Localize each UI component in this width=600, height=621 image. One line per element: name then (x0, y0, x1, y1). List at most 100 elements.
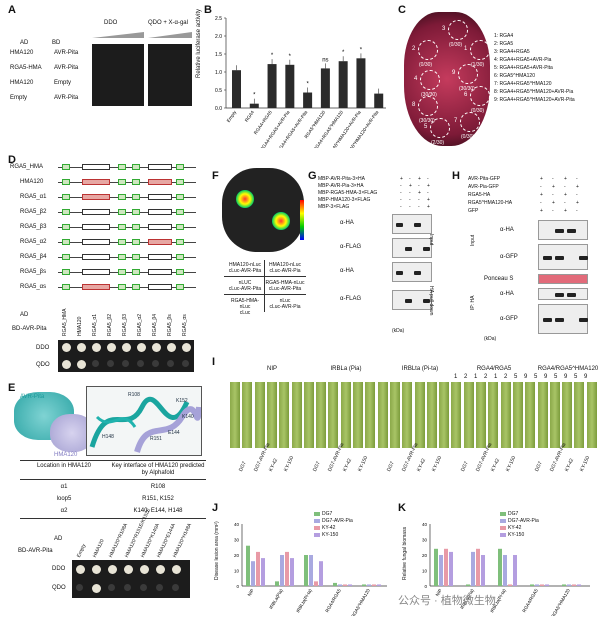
j-bar (314, 581, 318, 586)
b-sig: * (289, 54, 292, 60)
i-leaf-blade (414, 382, 425, 448)
b-tick-label: 2.5 (215, 16, 222, 22)
i-leaf-blade (316, 382, 327, 448)
i-leaf-blade (488, 382, 499, 448)
h-ip: IP: HA (470, 295, 476, 310)
c-infiltration-spot (448, 20, 468, 40)
d-domain-box (148, 269, 172, 275)
chart-b-luciferase: 0.0 0.5 1.0 1.5 2.0 2.5 Empty * RGA4 * RGA4+RGA5 * R… (215, 16, 386, 148)
d-domain-box (82, 209, 110, 215)
i-leaf-blade (439, 382, 450, 448)
d-qdo-colony (182, 360, 189, 367)
c-infiltration-spot (418, 40, 438, 60)
i-leaf-blade (476, 382, 486, 448)
i-leaf-blade (266, 382, 277, 448)
b-sig: ns (322, 57, 328, 63)
c-spot-number: 1 (464, 46, 468, 52)
k-legend-swatch (500, 525, 506, 530)
j-bar (319, 561, 323, 586)
d-domain-box (62, 209, 70, 215)
j-bar (348, 584, 352, 586)
g-band (396, 271, 403, 275)
g-sign: - (400, 190, 402, 196)
f-q1: HMA120-nLuc cLuc-AVR-Pita (228, 262, 262, 274)
g-row-label: MBP-RGA5-HMA-3×FLAG (318, 190, 378, 196)
h-band (567, 293, 576, 297)
d-domain-box (132, 269, 140, 275)
j-legend-item: DG7-AVR-Pia (314, 517, 353, 524)
d-domain-box (132, 254, 140, 260)
b-sig: * (342, 50, 345, 56)
e-col-label: Empty (76, 543, 88, 559)
i-leaf-blade (291, 382, 302, 448)
j-legend-swatch (314, 525, 320, 530)
i-leaf-number: 5 (514, 374, 518, 380)
c-legend-item: 3: RGA4+RGA5 (494, 49, 530, 55)
e-tbl-location: loop5 (56, 496, 72, 502)
d-domain-box (176, 164, 184, 170)
g-blot-label: α-FLAG (340, 296, 362, 302)
d-domain-box (118, 284, 126, 290)
d-construct-line (58, 287, 196, 288)
g-blot-label: α-HA (340, 220, 354, 226)
b-sig: * (271, 53, 274, 59)
j-legend-item: KY-150 (314, 531, 353, 538)
h-row-label: GFP (468, 208, 479, 214)
j-bar (285, 551, 289, 586)
k-legend-swatch (500, 532, 506, 537)
c-legend-item: 7: RGA4+RGA5^HMA120 (494, 81, 552, 87)
i-leaf-blade (549, 382, 560, 448)
b-bar (338, 61, 348, 108)
h-row-label: RGA5-HA (468, 192, 491, 198)
e-tbl-residues: K140, E144, H148 (133, 508, 183, 514)
b-bar (232, 70, 241, 108)
d-domain-box (62, 269, 70, 275)
d-domain-box (148, 224, 172, 230)
g-row-label: MBP-AVR-Pita-3×HA (318, 176, 366, 182)
k-category-label: NIP (435, 588, 443, 597)
h-sign: + (564, 176, 567, 182)
d-domain-box (118, 164, 126, 170)
d-domain-box (148, 209, 172, 215)
e-hma-label: HMA120 (54, 452, 78, 458)
d-domain-box (132, 164, 140, 170)
d-ddo-colony (152, 343, 161, 352)
d-domain-box (148, 164, 172, 170)
d-ddo-colony (122, 343, 131, 352)
c-spot-count: (0/30) (461, 134, 475, 140)
b-category-label: RGA4+RGA5 (253, 109, 273, 135)
h-sign: + (564, 208, 567, 214)
g-sign: - (409, 176, 411, 182)
i-leaf-blade (451, 382, 462, 448)
i-leaf-blade (426, 382, 437, 448)
c-spot-number: 8 (412, 102, 416, 108)
j-bar (362, 584, 366, 586)
a-ddo-plate (92, 44, 144, 106)
h-sign: - (540, 200, 542, 206)
i-leaf-blade (402, 382, 413, 448)
i-leaf-blade (463, 382, 474, 448)
c-spot-count: (30/30) (419, 118, 435, 124)
panel-label-h: H (452, 170, 460, 182)
d-domain-box (62, 224, 70, 230)
c-spot-number: 3 (442, 26, 446, 32)
d-domain-box (176, 194, 184, 200)
j-bar (372, 584, 376, 586)
i-leaf-number: 9 (524, 374, 528, 380)
d-construct-line (58, 272, 196, 273)
h-sign: + (576, 184, 579, 190)
k-bar (439, 555, 443, 586)
c-spot-number: 2 (412, 46, 416, 52)
b-category-label: RGA4 (244, 109, 256, 122)
d-domain-box (118, 179, 126, 185)
e-ddo-colony (76, 565, 85, 574)
d-domain-box (62, 164, 70, 170)
h-sign: - (576, 176, 578, 182)
i-strain-label: KY-150 (357, 455, 370, 473)
d-construct-line (58, 197, 196, 198)
h-band (555, 229, 564, 233)
i-genotype-label: RGA4/RGA5 (476, 366, 512, 372)
d-domain-box (148, 254, 172, 260)
d-domain-box (132, 194, 140, 200)
k-legend-swatch (500, 518, 506, 523)
